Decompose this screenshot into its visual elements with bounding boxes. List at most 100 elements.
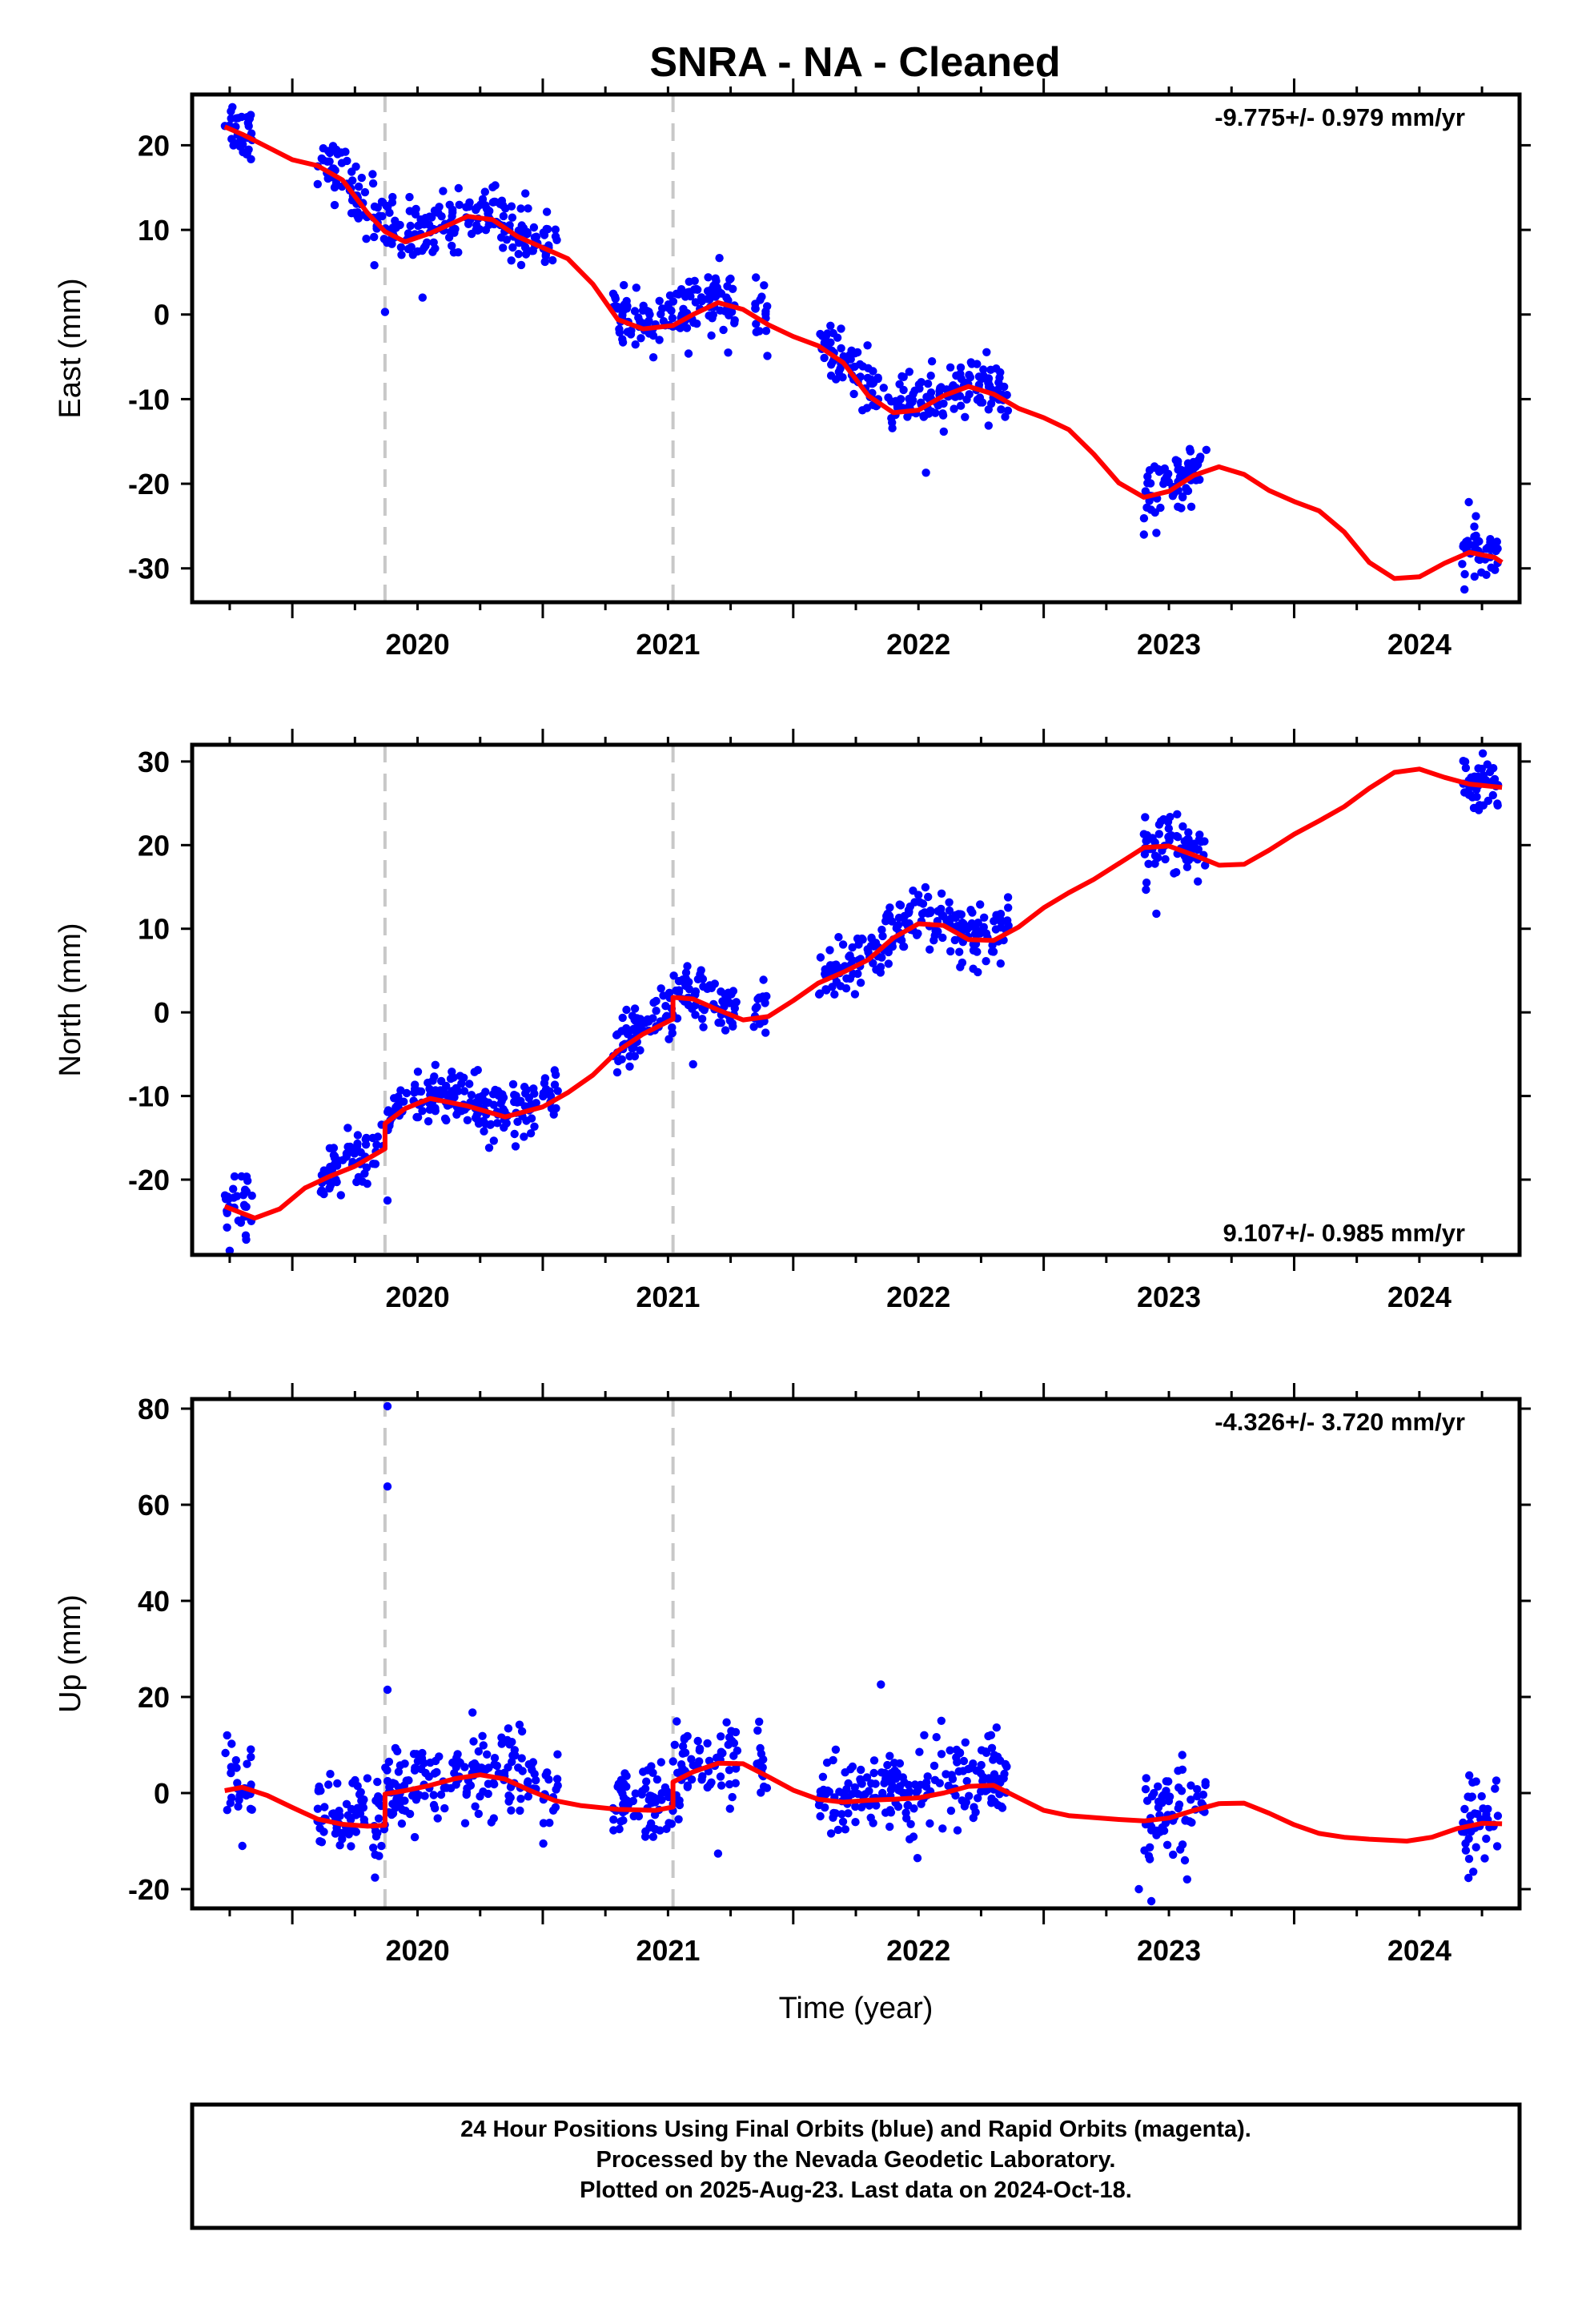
data-point xyxy=(643,319,652,328)
data-point xyxy=(543,225,552,234)
data-point xyxy=(382,201,391,211)
data-point xyxy=(335,1828,344,1837)
data-point xyxy=(418,1107,427,1116)
data-point xyxy=(456,1072,464,1080)
data-point xyxy=(480,1127,488,1136)
data-point xyxy=(829,1813,837,1822)
data-point xyxy=(937,1716,946,1725)
data-point xyxy=(1178,1840,1187,1849)
data-point xyxy=(717,987,725,996)
data-point xyxy=(912,1788,921,1797)
data-point xyxy=(684,287,693,297)
data-point xyxy=(1170,869,1178,878)
data-point xyxy=(331,145,341,155)
data-point xyxy=(869,1768,878,1778)
data-point xyxy=(496,1089,505,1099)
data-point xyxy=(331,1175,340,1184)
data-point xyxy=(377,1841,386,1851)
data-point xyxy=(413,1068,423,1076)
data-point xyxy=(1194,877,1203,886)
data-point xyxy=(885,1806,895,1815)
data-point xyxy=(1178,1765,1187,1774)
data-point xyxy=(1142,503,1151,512)
data-point xyxy=(412,204,420,214)
data-point xyxy=(549,1110,558,1119)
data-point xyxy=(522,1085,531,1095)
data-point xyxy=(424,1078,432,1088)
data-point xyxy=(463,1116,472,1125)
data-point xyxy=(1004,921,1013,931)
data-point xyxy=(548,1806,558,1815)
data-point xyxy=(465,1080,474,1088)
data-point xyxy=(430,1072,439,1081)
data-point xyxy=(1161,854,1170,864)
data-point xyxy=(484,1789,492,1799)
data-point xyxy=(651,1798,660,1807)
data-point xyxy=(885,1751,894,1760)
data-point xyxy=(630,1004,640,1013)
data-point xyxy=(490,1754,500,1763)
data-point xyxy=(454,1087,463,1096)
data-point xyxy=(238,1841,247,1851)
data-point xyxy=(891,1774,901,1783)
data-point xyxy=(969,1813,978,1823)
data-point xyxy=(356,1148,365,1157)
data-point xyxy=(353,1131,363,1140)
data-point xyxy=(674,1815,683,1823)
data-point-outlier xyxy=(1460,788,1469,797)
data-point xyxy=(833,1825,843,1835)
data-point xyxy=(1178,493,1187,502)
data-point xyxy=(424,220,434,229)
model-fit-line xyxy=(223,124,1504,581)
data-point xyxy=(350,1149,359,1158)
data-point xyxy=(516,260,526,270)
data-point xyxy=(447,1783,456,1793)
data-point xyxy=(970,1803,978,1811)
data-point xyxy=(704,273,713,282)
x-tick-label: 2021 xyxy=(636,1934,700,1967)
data-point xyxy=(420,1791,429,1800)
data-point xyxy=(647,1762,656,1771)
data-point xyxy=(391,216,400,225)
data-point xyxy=(709,310,717,320)
data-point xyxy=(471,1802,480,1811)
data-point xyxy=(1193,1785,1202,1794)
data-point xyxy=(669,971,678,980)
data-point xyxy=(926,388,936,397)
data-point xyxy=(680,1735,689,1744)
data-point-outlier xyxy=(225,1246,235,1256)
data-point xyxy=(826,1829,836,1838)
data-point xyxy=(488,183,497,191)
data-point xyxy=(1201,1778,1210,1787)
data-point xyxy=(1484,1804,1492,1814)
data-point xyxy=(946,1746,954,1755)
data-point xyxy=(247,1752,255,1762)
data-point xyxy=(687,1755,696,1763)
data-point xyxy=(849,969,857,979)
data-point xyxy=(761,327,771,336)
data-point xyxy=(837,324,845,333)
x-tick-label: 2021 xyxy=(636,1281,700,1313)
data-point xyxy=(382,236,391,246)
data-point xyxy=(695,1744,705,1753)
data-point xyxy=(990,917,998,926)
data-point xyxy=(828,983,837,991)
data-point xyxy=(726,274,735,283)
data-point xyxy=(820,353,829,363)
data-point xyxy=(763,352,772,360)
y-tick-label: 0 xyxy=(154,1777,170,1810)
data-point xyxy=(487,1818,496,1827)
data-point xyxy=(551,225,560,234)
data-point xyxy=(714,1018,723,1027)
data-point xyxy=(999,1774,1008,1783)
data-point xyxy=(856,979,865,987)
data-point xyxy=(437,1076,446,1086)
data-point xyxy=(642,1777,651,1786)
data-point xyxy=(893,921,903,930)
data-point xyxy=(500,1123,508,1132)
data-point xyxy=(697,966,705,975)
data-point xyxy=(1142,1796,1152,1805)
data-point xyxy=(1184,855,1194,865)
data-point xyxy=(511,1142,520,1151)
y-tick-label: 40 xyxy=(138,1585,170,1618)
